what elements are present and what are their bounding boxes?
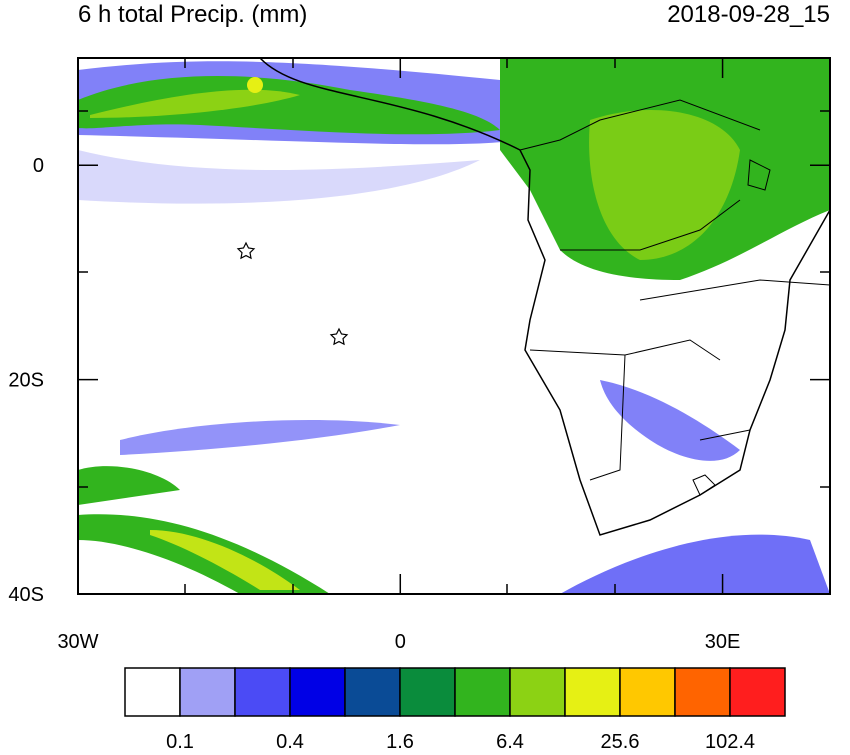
timestamp: 2018-09-28_15	[667, 1, 830, 28]
colorbar-box	[454, 667, 511, 717]
x-tick-label: 30W	[57, 631, 98, 653]
colorbar-box	[509, 667, 566, 717]
y-tick-label: 0	[33, 155, 44, 177]
colorbar-box	[564, 667, 621, 717]
minor-ticks	[78, 58, 831, 594]
x-tick-label: 0	[395, 631, 406, 653]
y-tick-label: 20S	[8, 370, 44, 392]
colorbar-box	[234, 667, 291, 717]
title: 6 h total Precip. (mm)	[78, 1, 307, 28]
colorbar-box	[619, 667, 676, 717]
precip-field	[78, 58, 830, 594]
colorbar-box	[344, 667, 401, 717]
colorbar-box	[674, 667, 731, 717]
colorbar-box	[289, 667, 346, 717]
colorbar-box	[179, 667, 236, 717]
colorbar-box	[399, 667, 456, 717]
colorbar-box	[124, 667, 181, 717]
colorbar-label: 1.6	[386, 731, 414, 750]
colorbar-box	[729, 667, 786, 717]
map-frame	[77, 57, 831, 595]
colorbar-label: 0.4	[276, 731, 304, 750]
colorbar-label: 25.6	[601, 731, 640, 750]
colorbar-label: 6.4	[496, 731, 524, 750]
y-tick-label: 40S	[8, 584, 44, 606]
x-tick-label: 30E	[705, 631, 741, 653]
colorbar-label: 102.4	[705, 731, 755, 750]
colorbar-label: 0.1	[166, 731, 194, 750]
